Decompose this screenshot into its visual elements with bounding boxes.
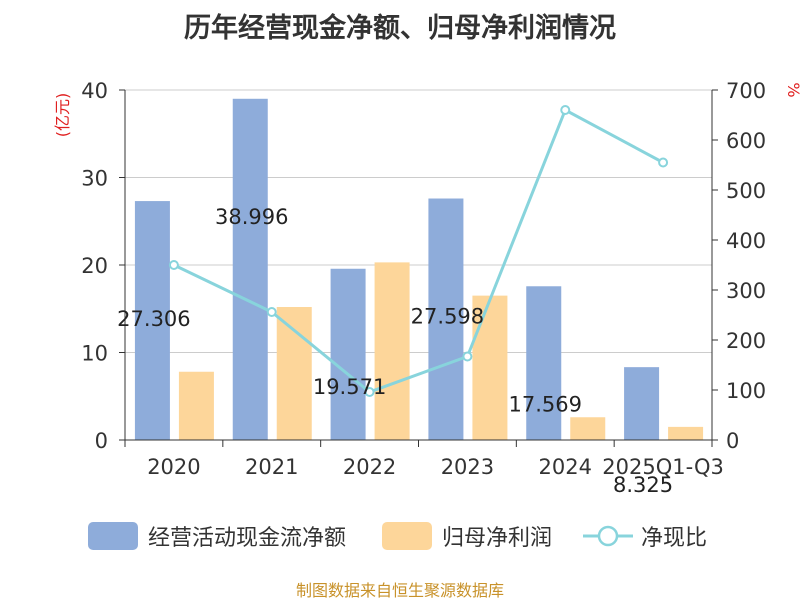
left-axis-unit: (亿元) xyxy=(53,93,72,138)
right-tick-label: 0 xyxy=(726,429,739,453)
bar-cashflow xyxy=(624,367,660,440)
bar-profit xyxy=(178,371,214,440)
ratio-point xyxy=(364,387,375,397)
ratio-point xyxy=(560,105,571,115)
x-tick-label: 2024 xyxy=(539,455,592,479)
series-cashflow-bars xyxy=(134,98,660,440)
bar-profit xyxy=(570,417,606,440)
ratio-point xyxy=(266,307,277,317)
series-profit-bars xyxy=(178,262,704,440)
legend-line-icon xyxy=(583,525,633,547)
data-labels: 27.306 38.996 19.571 27.598 17.569 8.325 xyxy=(117,205,673,497)
right-tick-label: 600 xyxy=(726,129,766,153)
ratio-point xyxy=(168,260,179,270)
chart-title: 历年经营现金净额、归母净利润情况 xyxy=(184,13,616,44)
bar-profit xyxy=(374,262,410,440)
x-tick-label: 2023 xyxy=(441,455,494,479)
right-tick-label: 700 xyxy=(726,79,766,103)
bar-cashflow xyxy=(330,268,366,440)
legend-swatch-profit xyxy=(382,522,432,550)
x-tick-label: 2025Q1-Q3 xyxy=(602,455,724,479)
legend-item-cashflow[interactable]: 经营活动现金流净额 xyxy=(88,516,346,556)
data-label: 27.306 xyxy=(117,307,190,331)
bar-profit xyxy=(668,426,704,440)
grid-lines xyxy=(125,89,712,353)
left-tick-label: 40 xyxy=(81,79,108,103)
bar-cashflow xyxy=(526,286,562,440)
right-tick-label: 400 xyxy=(726,229,766,253)
right-tick-label: 300 xyxy=(726,279,766,303)
left-tick-label: 30 xyxy=(81,167,108,191)
bar-profit xyxy=(276,307,312,440)
series-ratio-line xyxy=(168,105,669,397)
source-note: 制图数据来自恒生聚源数据库 xyxy=(295,581,504,600)
right-tick-label: 100 xyxy=(726,379,766,403)
data-label: 27.598 xyxy=(411,305,484,329)
x-tick-label: 2020 xyxy=(147,455,200,479)
data-label: 17.569 xyxy=(509,392,582,416)
data-label: 19.571 xyxy=(313,375,386,399)
right-tick-label: 500 xyxy=(726,179,766,203)
data-label: 38.996 xyxy=(215,205,288,229)
left-tick-label: 0 xyxy=(95,429,108,453)
legend-swatch-cashflow xyxy=(88,522,138,550)
ratio-point xyxy=(658,157,669,168)
right-tick-label: 200 xyxy=(726,329,766,353)
legend-label-cashflow: 经营活动现金流净额 xyxy=(148,526,347,551)
x-tick-label: 2022 xyxy=(343,455,396,479)
legend-label-ratio: 净现比 xyxy=(641,526,708,551)
legend-item-ratio[interactable]: 净现比 xyxy=(583,516,707,556)
right-axis-unit: % xyxy=(784,82,800,97)
ratio-point xyxy=(462,351,473,362)
bar-cashflow xyxy=(428,198,464,440)
bar-profit xyxy=(472,295,508,440)
left-tick-label: 20 xyxy=(81,254,108,278)
legend-item-profit[interactable]: 归母净利润 xyxy=(382,516,552,556)
bar-cashflow xyxy=(134,201,170,440)
bar-cashflow xyxy=(232,98,268,440)
x-tick-label: 2021 xyxy=(245,455,298,479)
legend-label-profit: 归母净利润 xyxy=(442,526,553,551)
legend: 经营活动现金流净额 归母净利润 净现比 xyxy=(0,516,800,556)
ratio-line xyxy=(173,107,664,394)
data-label: 8.325 xyxy=(613,473,673,497)
left-tick-label: 10 xyxy=(81,342,108,366)
